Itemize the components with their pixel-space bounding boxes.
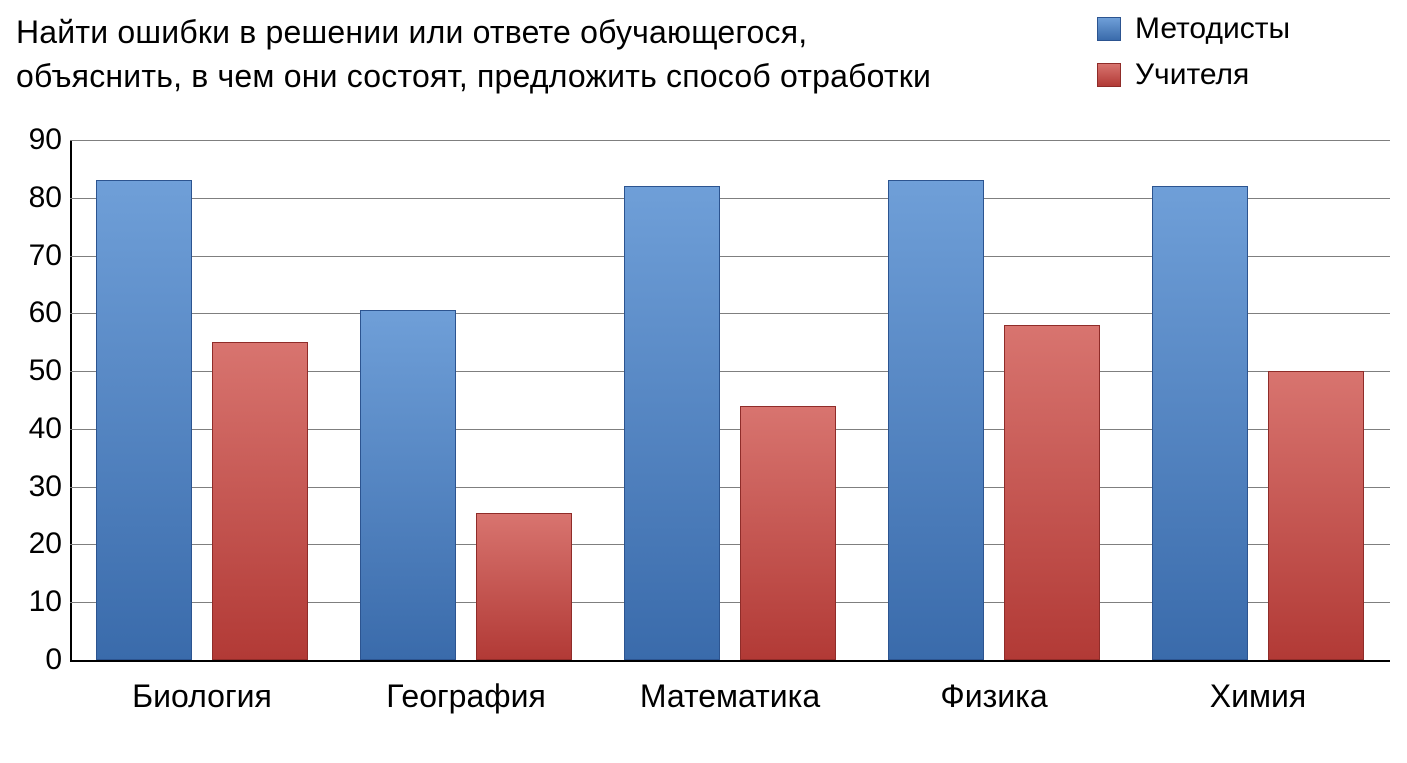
legend-swatch-methodists: [1097, 17, 1121, 41]
legend-label-methodists: Методисты: [1135, 12, 1290, 46]
ytick-label: 90: [6, 125, 62, 155]
bar: [740, 406, 836, 660]
legend-item-teachers: Учителя: [1097, 52, 1377, 98]
ytick-label: 20: [6, 529, 62, 559]
plot-area: [70, 140, 1390, 660]
bar-group: [888, 140, 1100, 660]
bar: [1152, 186, 1248, 660]
bar: [888, 180, 984, 660]
legend-item-methodists: Методисты: [1097, 6, 1377, 52]
xtick-label: География: [386, 678, 546, 715]
legend-swatch-teachers: [1097, 63, 1121, 87]
xtick-label: Математика: [640, 678, 820, 715]
gridline: [70, 660, 1390, 662]
bar-group: [624, 140, 836, 660]
ytick-label: 80: [6, 183, 62, 213]
xtick-label: Химия: [1210, 678, 1306, 715]
chart-title: Найти ошибки в решении или ответе обучаю…: [16, 10, 1056, 98]
ytick-label: 0: [6, 645, 62, 675]
legend: Методисты Учителя: [1097, 6, 1377, 98]
header: Найти ошибки в решении или ответе обучаю…: [0, 0, 1407, 110]
title-line-1: Найти ошибки в решении или ответе обучаю…: [16, 14, 807, 50]
ytick-label: 50: [6, 356, 62, 386]
legend-label-teachers: Учителя: [1135, 58, 1249, 92]
ytick-label: 40: [6, 414, 62, 444]
bar-group: [1152, 140, 1364, 660]
bar-group: [96, 140, 308, 660]
ytick-label: 10: [6, 587, 62, 617]
title-line-2: объяснить, в чем они состоят, предложить…: [16, 58, 931, 94]
bars-layer: [70, 140, 1390, 660]
bar: [96, 180, 192, 660]
bar: [212, 342, 308, 660]
ytick-label: 60: [6, 298, 62, 328]
x-axis-labels: Биология География Математика Физика Химия: [70, 672, 1390, 722]
bar: [1268, 371, 1364, 660]
bar-group: [360, 140, 572, 660]
chart: 0102030405060708090 БиологияГеографияМат…: [0, 130, 1407, 730]
bar: [624, 186, 720, 660]
bar: [360, 310, 456, 660]
chart-figure: Найти ошибки в решении или ответе обучаю…: [0, 0, 1407, 763]
bar: [1004, 325, 1100, 660]
ytick-label: 30: [6, 472, 62, 502]
bar: [476, 513, 572, 660]
xtick-label: Физика: [940, 678, 1047, 715]
xtick-label: Биология: [132, 678, 272, 715]
ytick-label: 70: [6, 241, 62, 271]
